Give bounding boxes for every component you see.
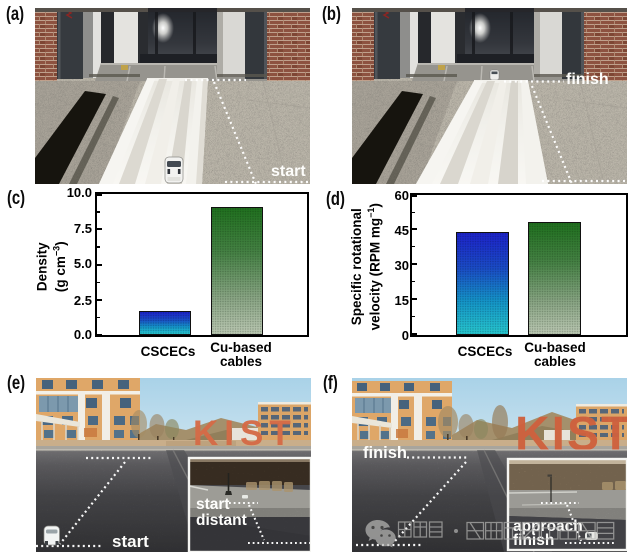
svg-text:finish: finish	[513, 532, 554, 549]
svg-text:KIST: KIST	[193, 414, 297, 453]
svg-text:finish: finish	[566, 71, 609, 88]
svg-text:finish: finish	[363, 444, 407, 462]
svg-text:start: start	[196, 496, 230, 513]
svg-text:start: start	[271, 163, 306, 180]
svg-text:start: start	[112, 532, 149, 551]
svg-text:distant: distant	[196, 512, 247, 529]
